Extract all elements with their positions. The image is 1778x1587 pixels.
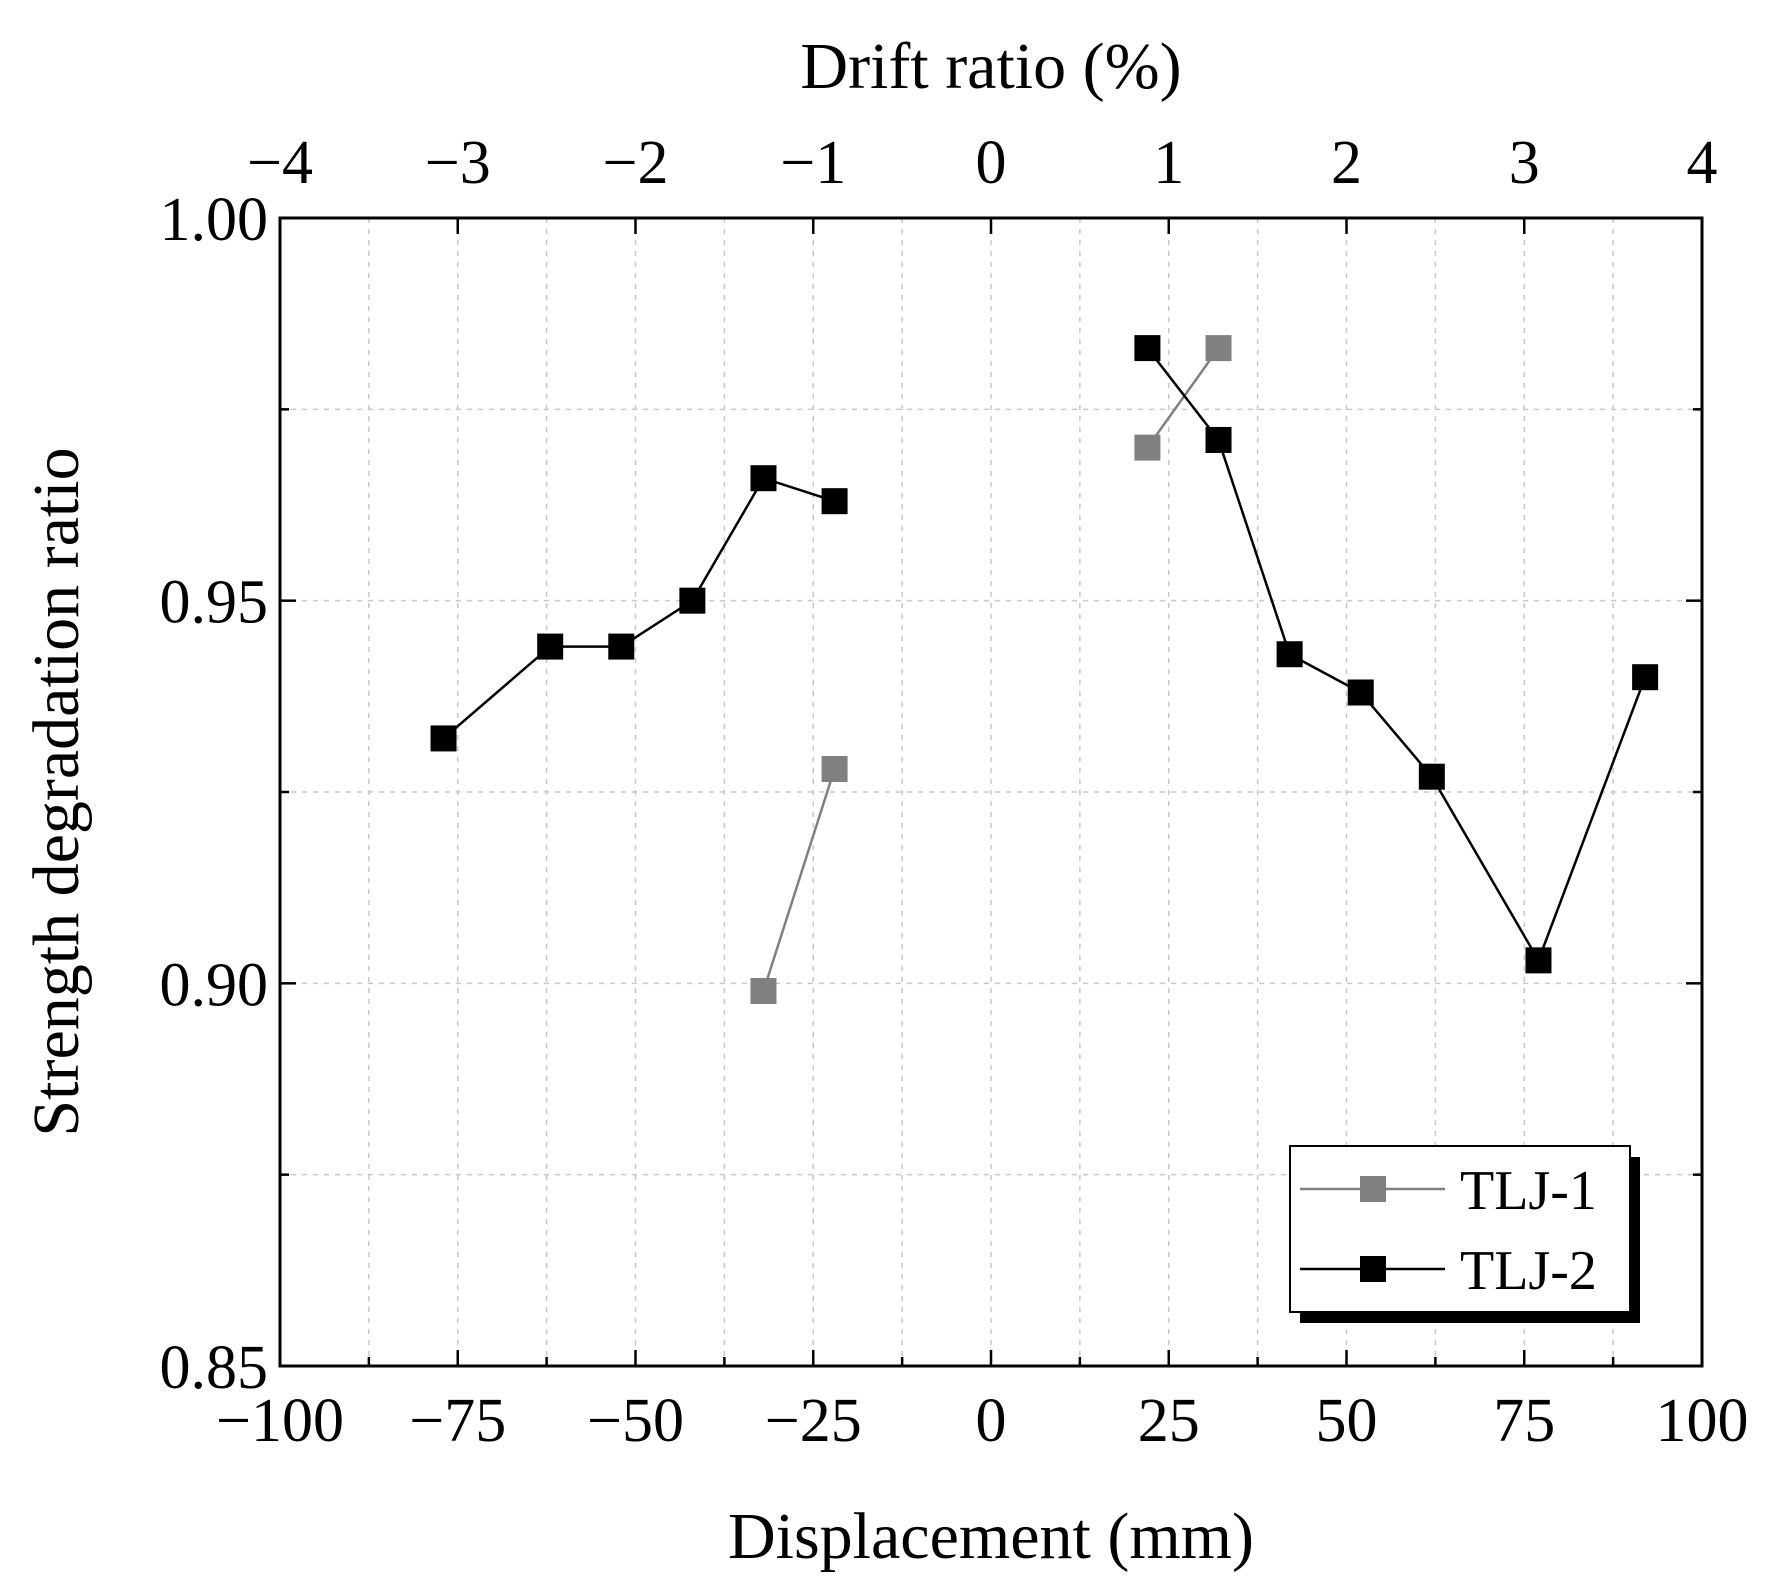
y-tick-label: 0.90 [160, 951, 269, 1019]
y-tick-label: 0.85 [160, 1334, 269, 1402]
ticks [278, 216, 1704, 1368]
data-point-tlj-1 [1205, 335, 1232, 362]
x2-tick-label: −3 [425, 129, 491, 197]
x-axis-title: Displacement (mm) [728, 1500, 1254, 1573]
y-tick-label: 1.00 [160, 186, 269, 254]
data-point-tlj-2 [1276, 641, 1303, 668]
legend-marker-tlj2 [1360, 1256, 1386, 1282]
data-point-tlj-2 [608, 633, 635, 660]
x2-tick-label: −1 [780, 129, 846, 197]
x-tick-label: 75 [1493, 1387, 1555, 1455]
series-layer [430, 335, 1659, 1004]
x-tick-label: 25 [1138, 1387, 1200, 1455]
y-tick-label: 0.95 [160, 569, 269, 637]
data-point-tlj-1 [750, 977, 777, 1004]
data-point-tlj-2 [1347, 679, 1374, 706]
data-point-tlj-2 [1205, 426, 1232, 453]
tick-labels: −100 −75 −50 −25 0 25 50 75 100 −4 −3 −2 −1 0 1 2 3 4 0.85… [160, 129, 1749, 1455]
series-line-tlj-1 [762, 768, 836, 992]
legend-marker-tlj1 [1360, 1176, 1386, 1202]
x2-tick-label: −4 [247, 129, 313, 197]
data-point-tlj-2 [537, 633, 564, 660]
data-point-tlj-1 [1134, 434, 1161, 461]
grid [280, 218, 1702, 1366]
x2-tick-label: 3 [1509, 129, 1540, 197]
x-tick-label: 0 [976, 1387, 1007, 1455]
x2-tick-label: 1 [1153, 129, 1184, 197]
x-tick-label: 50 [1316, 1387, 1378, 1455]
data-point-tlj-1 [821, 756, 848, 783]
x-tick-label: −75 [409, 1387, 506, 1455]
y-axis-title: Strength degradation ratio [20, 447, 93, 1136]
x2-tick-label: 2 [1331, 129, 1362, 197]
x2-tick-label: 4 [1687, 129, 1718, 197]
x2-tick-label: −2 [603, 129, 669, 197]
x-tick-label: 100 [1656, 1387, 1749, 1455]
data-point-tlj-2 [679, 587, 706, 614]
data-point-tlj-2 [750, 465, 777, 492]
legend-label-tlj2: TLJ-2 [1460, 1240, 1597, 1302]
legend-label-tlj1: TLJ-1 [1460, 1160, 1597, 1222]
x-tick-label: −100 [216, 1387, 344, 1455]
data-point-tlj-2 [1525, 947, 1552, 974]
x-tick-label: −50 [587, 1387, 684, 1455]
data-point-tlj-2 [1418, 763, 1445, 790]
data-point-tlj-2 [1632, 664, 1659, 691]
x2-tick-label: 0 [976, 129, 1007, 197]
data-point-tlj-2 [430, 725, 457, 752]
legend: TLJ-1 TLJ-2 [1289, 1145, 1640, 1323]
series-line-tlj-2 [442, 476, 835, 740]
data-point-tlj-2 [821, 488, 848, 515]
series-line-tlj-1 [1146, 347, 1220, 449]
data-point-tlj-2 [1134, 335, 1161, 362]
x2-axis-title: Drift ratio (%) [800, 30, 1181, 103]
x-tick-label: −25 [765, 1387, 862, 1455]
legend-box [1289, 1145, 1631, 1313]
